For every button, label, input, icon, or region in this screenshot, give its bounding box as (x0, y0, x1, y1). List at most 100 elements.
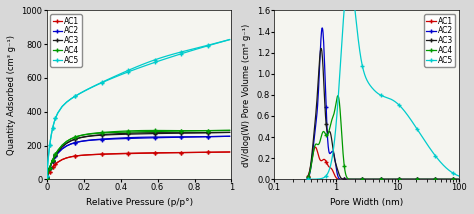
AC5 (453, 173, 459, 176)
AC4 (130, 131, 136, 133)
AC3 (52, 155, 58, 158)
AC3 (319, 47, 324, 50)
AC2 (49, 162, 55, 165)
AC2 (395, 178, 401, 181)
AC1 (378, 178, 384, 181)
AC4 (429, 178, 435, 181)
AC1 (395, 178, 401, 181)
AC1 (377, 178, 383, 181)
X-axis label: Relative Pressure (p/p°): Relative Pressure (p/p°) (85, 198, 192, 207)
AC3 (53, 153, 59, 156)
AC2 (429, 178, 435, 181)
AC1 (51, 164, 57, 167)
Line: AC5: AC5 (45, 38, 231, 178)
Line: AC3: AC3 (45, 131, 231, 179)
AC5 (55, 112, 61, 114)
AC1 (456, 178, 462, 181)
AC1 (387, 178, 393, 181)
AC2 (438, 178, 444, 181)
Line: AC4: AC4 (45, 129, 231, 180)
AC3 (438, 178, 443, 181)
AC1 (44, 177, 50, 179)
AC1 (227, 151, 232, 153)
AC1 (53, 162, 59, 165)
Y-axis label: Quantity Adsorbed (cm³ g⁻¹): Quantity Adsorbed (cm³ g⁻¹) (7, 35, 16, 155)
AC3 (453, 178, 459, 181)
AC1 (453, 178, 459, 181)
AC3 (130, 133, 136, 135)
AC2 (319, 27, 325, 29)
Legend: AC1, AC2, AC3, AC4, AC5: AC1, AC2, AC3, AC4, AC5 (51, 14, 82, 67)
Line: AC1: AC1 (45, 150, 231, 180)
AC4 (227, 129, 232, 132)
AC2 (52, 156, 58, 158)
AC5 (377, 94, 383, 96)
AC3 (395, 178, 401, 181)
Line: AC1: AC1 (306, 146, 461, 181)
AC5 (395, 103, 401, 106)
Legend: AC1, AC2, AC3, AC4, AC5: AC1, AC2, AC3, AC4, AC5 (424, 14, 456, 67)
AC5 (429, 150, 435, 153)
AC3 (429, 178, 435, 181)
AC5 (305, 178, 311, 181)
AC4 (453, 178, 459, 181)
AC2 (456, 178, 462, 181)
AC4 (305, 176, 311, 179)
AC2 (130, 137, 136, 140)
AC2 (453, 178, 459, 181)
AC2 (378, 178, 384, 181)
AC3 (55, 151, 61, 153)
AC4 (55, 149, 61, 152)
X-axis label: Pore Width (nm): Pore Width (nm) (330, 198, 403, 207)
AC2 (51, 157, 57, 160)
AC1 (55, 161, 61, 163)
Line: AC2: AC2 (45, 135, 231, 179)
AC5 (456, 175, 462, 177)
AC4 (44, 176, 50, 179)
AC5 (51, 122, 57, 124)
AC5 (130, 69, 136, 71)
AC4 (377, 178, 383, 181)
AC1 (52, 163, 58, 166)
AC1 (49, 167, 55, 170)
AC1 (130, 152, 136, 155)
AC3 (377, 178, 383, 181)
AC3 (227, 131, 232, 134)
AC3 (51, 157, 57, 159)
Line: AC2: AC2 (306, 26, 461, 181)
AC4 (378, 178, 384, 181)
AC3 (44, 176, 50, 179)
AC1 (305, 175, 311, 178)
AC1 (429, 178, 435, 181)
AC4 (456, 178, 462, 181)
AC3 (387, 178, 393, 181)
AC5 (44, 175, 50, 177)
AC5 (387, 98, 393, 100)
AC5 (227, 38, 232, 41)
AC1 (452, 178, 458, 181)
AC2 (53, 154, 59, 157)
Line: AC3: AC3 (306, 47, 461, 181)
AC4 (395, 178, 401, 181)
AC2 (377, 178, 383, 181)
AC3 (378, 178, 384, 181)
AC5 (49, 132, 55, 134)
AC2 (387, 178, 393, 181)
AC1 (313, 146, 319, 149)
Line: AC4: AC4 (306, 94, 461, 181)
Line: AC5: AC5 (306, 0, 461, 181)
AC5 (52, 119, 58, 121)
Y-axis label: dV/dlog(W) Pore Volume (cm³ g⁻¹): dV/dlog(W) Pore Volume (cm³ g⁻¹) (242, 23, 251, 166)
AC5 (53, 116, 59, 118)
AC3 (49, 162, 55, 164)
AC4 (53, 152, 59, 155)
AC3 (456, 178, 462, 181)
AC4 (335, 94, 341, 97)
AC3 (305, 175, 311, 178)
AC4 (49, 161, 55, 164)
AC2 (44, 176, 50, 179)
AC4 (51, 156, 57, 158)
AC4 (387, 178, 393, 181)
AC2 (55, 152, 61, 155)
AC2 (305, 177, 311, 179)
